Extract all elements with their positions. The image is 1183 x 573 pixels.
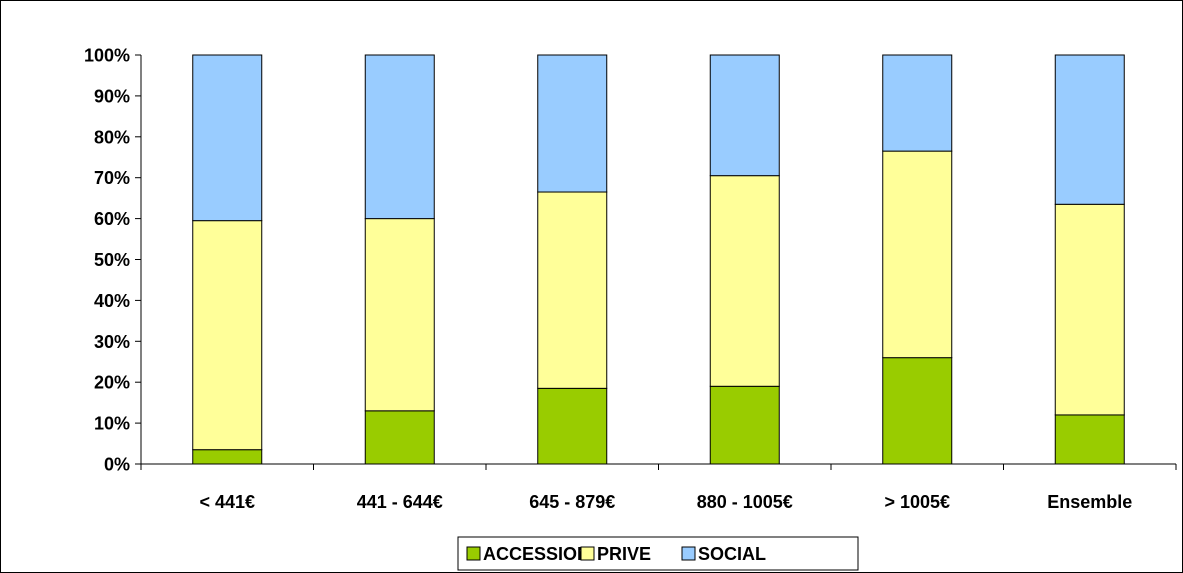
y-tick-label: 10% [94, 414, 130, 434]
legend: ACCESSION PRIVE SOCIAL [457, 536, 859, 571]
legend-box [457, 536, 859, 571]
legend-swatch-accession [466, 546, 481, 561]
bar-segment-accession [537, 387, 608, 465]
y-tick-label: 80% [94, 127, 130, 147]
bar-segment-accession [364, 410, 435, 465]
y-tick-label: 30% [94, 332, 130, 352]
bar-segment-prive [709, 175, 780, 387]
bar-segment-accession [192, 449, 263, 465]
bar-segment-social [709, 54, 780, 177]
y-tick-label: 20% [94, 373, 130, 393]
x-tick-label: < 441€ [199, 492, 255, 512]
bar-segment-social [882, 54, 953, 152]
y-tick-label: 70% [94, 168, 130, 188]
x-tick-label: 645 - 879€ [529, 492, 615, 512]
bar-segment-social [1054, 54, 1125, 205]
bar-segment-social [364, 54, 435, 220]
bar-segment-social [192, 54, 263, 222]
legend-swatch-prive [580, 546, 595, 561]
bar-segment-prive [882, 150, 953, 359]
bar-segment-prive [364, 218, 435, 412]
legend-label-social: SOCIAL [698, 544, 766, 564]
y-tick-label: 90% [94, 86, 130, 106]
bar-segment-accession [1054, 414, 1125, 465]
bar-segment-prive [537, 191, 608, 389]
x-axis: < 441€ 441 - 644€ 645 - 879€ 880 - 1005€ > 1… [140, 463, 1177, 512]
bar-segment-accession [882, 357, 953, 465]
legend-label-prive: PRIVE [597, 544, 651, 564]
bar-segment-prive [192, 220, 263, 451]
bars-group [192, 54, 1125, 465]
y-tick-label: 0% [104, 455, 130, 475]
bar-segment-accession [709, 385, 780, 465]
y-tick-label: 40% [94, 291, 130, 311]
y-tick-label: 50% [94, 250, 130, 270]
x-tick-label: Ensemble [1047, 492, 1132, 512]
bar-segment-prive [1054, 203, 1125, 416]
bar-segment-social [537, 54, 608, 193]
y-tick-label: 60% [94, 209, 130, 229]
legend-swatch-social [681, 546, 696, 561]
y-tick-label: 100% [84, 46, 130, 66]
y-axis: 0% 10% 20% 30% 40% 50% 60% 70% 80% 90% 100% [84, 46, 142, 475]
x-tick-label: 441 - 644€ [357, 492, 443, 512]
legend-label-accession: ACCESSION [483, 544, 590, 564]
x-tick-label: > 1005€ [884, 492, 950, 512]
x-tick-label: 880 - 1005€ [697, 492, 793, 512]
